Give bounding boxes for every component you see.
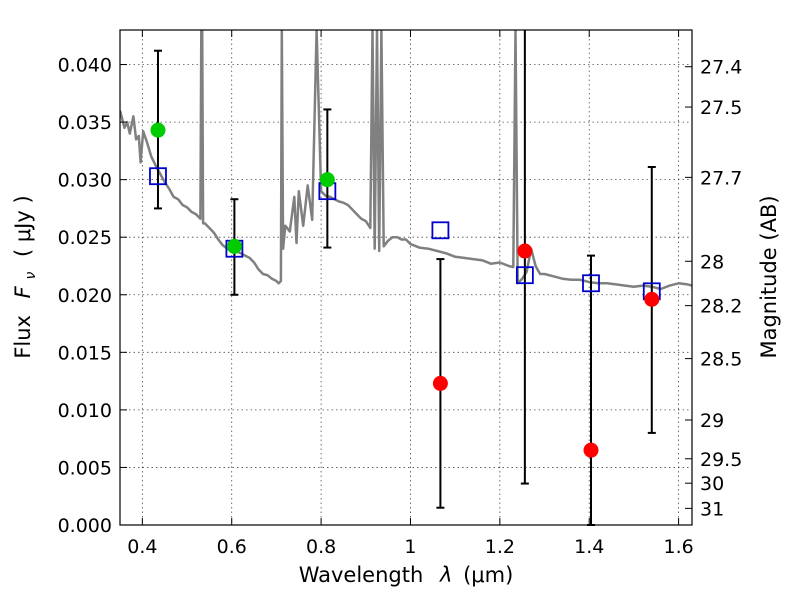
magnitude-tick-label: 28.5: [700, 349, 742, 371]
marker-layer: [149, 122, 661, 458]
y-axis-label-text: Flux: [11, 315, 35, 359]
low-snr-point: [644, 291, 660, 307]
y-tick-label: 0.030: [58, 170, 112, 192]
y-axis-label-left: Flux F ν ( μJy ): [11, 195, 40, 358]
low-snr-point: [432, 375, 448, 391]
magnitude-tick-label: 29: [700, 410, 724, 432]
magnitude-tick-label: 31: [700, 498, 724, 520]
detection-point: [150, 122, 166, 138]
detection-point: [319, 172, 335, 188]
tick-layer: 0.4 0.6 0.8 1 1.2 1.4 1.6 0.000 0.005 0.010 0.015 0…: [58, 30, 742, 558]
y-tick-label: 0.040: [58, 55, 112, 77]
x-tick-label: 0.4: [127, 536, 157, 558]
x-tick-label: 1.2: [485, 536, 515, 558]
magnitude-tick-label: 30: [700, 473, 724, 495]
magnitude-tick-label: 28: [700, 251, 724, 273]
x-tick-label: 0.8: [306, 536, 336, 558]
x-tick-label: 0.6: [217, 536, 247, 558]
detection-point: [226, 238, 242, 254]
model-photometry-square: [431, 221, 450, 240]
low-snr-point: [583, 442, 599, 458]
y-tick-label: 0.025: [58, 227, 112, 249]
x-axis-label-unit: (μm): [463, 563, 513, 587]
sed-model-line: [120, 30, 692, 291]
y-tick-label: 0.020: [58, 285, 112, 307]
x-tick-label: 1: [404, 536, 416, 558]
x-axis-label: Wavelength λ (μm): [299, 563, 514, 587]
y-tick-label: 0.015: [58, 342, 112, 364]
magnitude-tick-label: 27.5: [700, 97, 742, 119]
x-tick-label: 1.4: [574, 536, 604, 558]
model-photometry-square: [149, 167, 167, 186]
y-axis-label-right: Magnitude (AB): [757, 195, 781, 358]
magnitude-tick-label: 29.5: [700, 449, 742, 471]
magnitude-tick-label: 28.2: [700, 296, 742, 318]
plot-area: [120, 30, 692, 526]
grid-lines: [120, 30, 692, 526]
sed-curve-layer: [120, 30, 692, 291]
low-snr-point: [517, 243, 533, 259]
magnitude-tick-label: 27.7: [700, 167, 742, 189]
y-tick-label: 0.005: [58, 457, 112, 479]
model-photometry-square: [515, 266, 534, 285]
axes-frame: [119, 29, 693, 526]
y-axis-label-unit: ( μJy ): [11, 195, 35, 257]
y-axis-label-subscript: ν: [23, 272, 39, 280]
x-tick-label: 1.6: [663, 536, 693, 558]
x-axis-label-symbol: λ: [439, 563, 452, 587]
x-axis-label-text: Wavelength: [299, 563, 424, 587]
y-axis-label-symbol: F: [11, 285, 35, 298]
model-photometry-square: [582, 274, 600, 293]
magnitude-tick-label: 27.4: [700, 57, 742, 79]
y-tick-label: 0.010: [58, 400, 112, 422]
y-tick-label: 0.035: [58, 112, 112, 134]
y-tick-label: 0.000: [58, 515, 112, 537]
